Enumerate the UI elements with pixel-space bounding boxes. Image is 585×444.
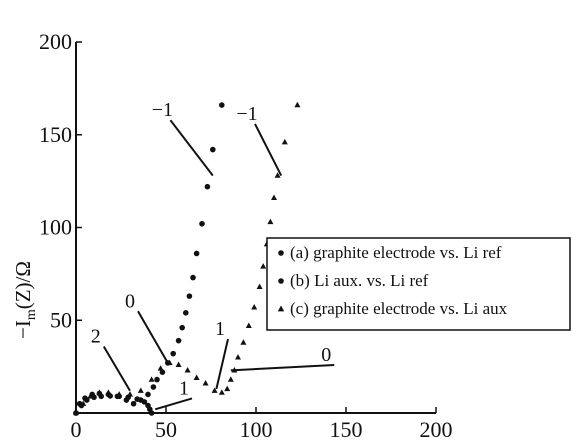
data-point (72, 409, 80, 416)
annotation-leader (254, 123, 283, 177)
data-point (219, 102, 225, 108)
legend-label: (b) Li aux. vs. Li ref (290, 271, 429, 290)
annotation-label: −1 (236, 103, 257, 125)
legend-label: (a) graphite electrode vs. Li ref (290, 243, 502, 262)
annotation-leader (230, 364, 335, 372)
y-axis-title: −Im(Z)/Ω (11, 261, 39, 339)
data-point (145, 391, 151, 398)
data-point (134, 396, 140, 402)
data-point (260, 263, 267, 269)
data-point (154, 376, 160, 383)
legend-marker (278, 278, 284, 284)
legend-marker (277, 305, 285, 312)
data-point (137, 387, 144, 393)
data-point (126, 391, 134, 397)
data-point (170, 350, 176, 357)
y-tick-label: 200 (39, 29, 72, 54)
y-tick-label: 150 (39, 122, 72, 147)
data-point (199, 220, 205, 227)
annotations: −1 −1 0 1 2 1 0 (91, 99, 335, 411)
annotation-label: 2 (91, 326, 101, 348)
data-point (294, 101, 301, 108)
data-point (190, 274, 196, 281)
data-point (251, 303, 258, 310)
data-point (141, 399, 148, 405)
annotation-label: 0 (321, 344, 331, 366)
data-point (148, 410, 155, 416)
data-point (234, 354, 242, 360)
data-point (267, 218, 274, 225)
data-point (166, 359, 173, 366)
data-point (186, 293, 193, 299)
x-ticks: 0 50 100 150 200 (71, 407, 453, 442)
data-point (211, 387, 218, 393)
legend-item: (b) Li aux. vs. Li ref (278, 271, 429, 290)
annotation-leader (215, 338, 229, 390)
x-tick-label: 200 (420, 417, 453, 442)
series-1 (73, 102, 225, 416)
data-point (224, 385, 231, 392)
series-3 (72, 101, 301, 416)
annotation-leader (102, 346, 131, 392)
data-point (175, 337, 182, 344)
annotation-label: 1 (179, 377, 189, 399)
annotation-label: 1 (215, 318, 225, 340)
y-tick-label: 50 (50, 307, 72, 332)
x-tick-label: 50 (155, 417, 177, 442)
legend-label: (c) graphite electrode vs. Li aux (290, 299, 508, 318)
data-point (87, 393, 94, 399)
series-2 (73, 393, 155, 416)
data-point (80, 400, 87, 406)
data-point (91, 394, 97, 401)
data-point (281, 138, 288, 145)
data-point (175, 361, 182, 367)
legend-item: (a) graphite electrode vs. Li ref (278, 243, 502, 262)
legend-box (266, 237, 571, 331)
data-point (256, 283, 263, 290)
data-point (96, 389, 103, 395)
data-point (245, 322, 252, 328)
legend-marker (278, 250, 284, 256)
data-point (227, 376, 234, 382)
data-point (98, 393, 104, 400)
data-point (150, 384, 157, 390)
data-point (274, 172, 281, 178)
y-ticks: 200 150 100 50 (39, 29, 82, 332)
annotation-label: −1 (152, 99, 173, 121)
data-point (159, 369, 166, 375)
legend-item: (c) graphite electrode vs. Li aux (277, 299, 508, 318)
data-point (157, 365, 164, 371)
data-point (240, 339, 247, 345)
y-tick-label: 100 (39, 215, 72, 240)
data-point (204, 183, 211, 190)
data-point (84, 397, 90, 403)
data-point (183, 310, 189, 316)
data-point (184, 367, 191, 373)
data-point (105, 389, 112, 395)
data-point (130, 400, 137, 407)
data-point (270, 194, 278, 201)
x-tick-label: 150 (330, 417, 363, 442)
annotation-label: 0 (125, 290, 135, 312)
annotation-leader (137, 310, 169, 364)
svg-text:−Im(Z)/Ω: −Im(Z)/Ω (11, 261, 39, 339)
annotation-leader (154, 397, 193, 411)
x-tick-label: 100 (240, 417, 273, 442)
series-layer (72, 101, 301, 416)
data-point (210, 146, 216, 153)
data-point (218, 389, 225, 395)
annotation-leader (169, 119, 214, 177)
x-tick-label: 0 (71, 417, 82, 442)
data-point (179, 324, 185, 331)
data-point (116, 391, 123, 397)
data-point (193, 374, 200, 380)
axes (75, 42, 436, 414)
data-point (193, 250, 200, 257)
data-point (148, 376, 155, 382)
legend: (a) graphite electrode vs. Li ref (b) Li … (266, 237, 571, 331)
data-point (202, 380, 209, 386)
